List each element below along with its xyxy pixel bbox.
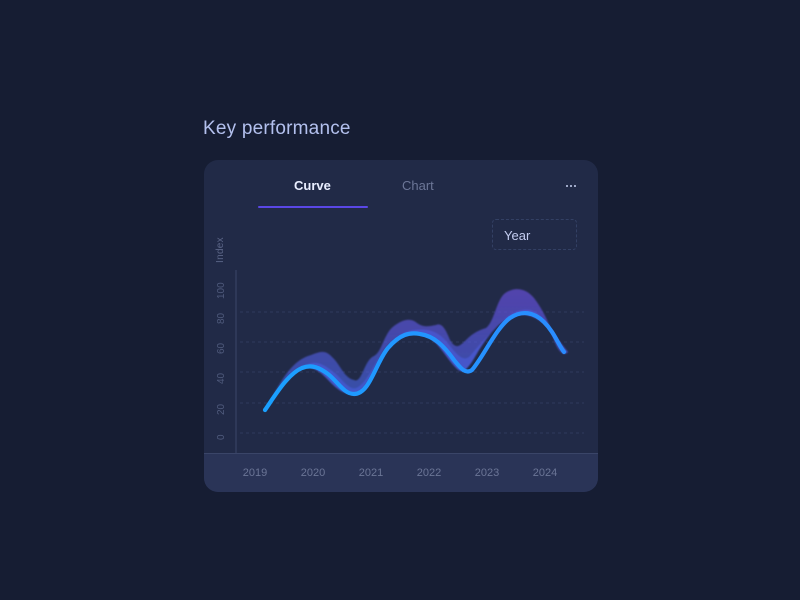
curve-chart (235, 270, 584, 453)
more-horizontal-icon (566, 185, 568, 187)
x-tick-2024: 2024 (532, 467, 558, 479)
more-options-button[interactable] (563, 178, 579, 194)
main-line (262, 311, 567, 413)
x-tick-2021: 2021 (358, 467, 384, 479)
performance-card: Curve Chart Year Index 100 80 60 40 20 0 (204, 160, 598, 492)
x-tick-2023: 2023 (474, 467, 500, 479)
band-area (265, 289, 568, 410)
x-axis: 2019 2020 2021 2022 2023 2024 (204, 453, 598, 492)
tab-bar: Curve Chart (204, 160, 598, 210)
x-tick-2022: 2022 (416, 467, 442, 479)
more-horizontal-icon (570, 185, 572, 187)
page-title: Key performance (203, 118, 351, 139)
x-tick-2020: 2020 (300, 467, 326, 479)
tab-chart[interactable]: Chart (402, 178, 434, 193)
more-horizontal-icon (574, 185, 576, 187)
active-tab-indicator (258, 206, 368, 208)
tab-curve[interactable]: Curve (294, 178, 331, 193)
period-select[interactable]: Year (492, 219, 577, 250)
x-tick-2019: 2019 (242, 467, 268, 479)
